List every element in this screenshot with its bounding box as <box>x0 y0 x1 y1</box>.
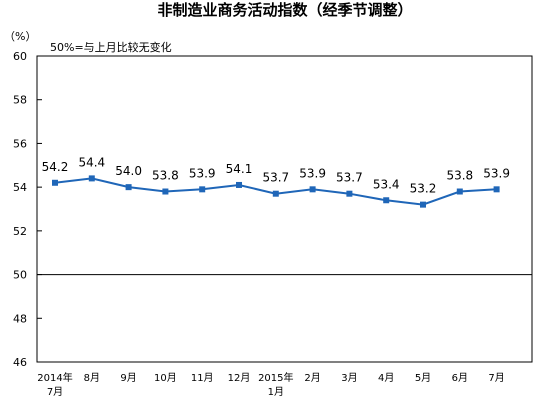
data-point <box>420 201 426 208</box>
data-point <box>199 186 206 193</box>
data-point <box>383 197 390 204</box>
data-point <box>456 188 463 195</box>
chart-title: 非制造业商务活动指数（经季节调整） <box>157 1 412 19</box>
y-tick-label: 52 <box>13 225 27 238</box>
y-tick-label: 54 <box>13 181 27 194</box>
data-label: 54.2 <box>42 160 69 174</box>
y-axis: 46 48 50 52 54 56 58 60 <box>13 50 532 369</box>
data-label: 53.8 <box>446 169 473 183</box>
data-label: 53.2 <box>410 182 437 196</box>
data-label: 53.9 <box>483 166 510 180</box>
data-label: 53.9 <box>299 166 326 180</box>
y-tick-label: 46 <box>13 356 27 369</box>
data-point <box>346 190 353 197</box>
y-tick-label: 50 <box>13 269 27 282</box>
data-point <box>272 190 279 197</box>
plot-area <box>36 55 533 363</box>
x-tick-label: 11月 <box>191 372 214 384</box>
x-tick-label: 2014年 7月 <box>37 371 72 398</box>
data-point <box>493 186 500 193</box>
data-point <box>162 188 169 195</box>
x-tick-label: 12月 <box>228 372 251 384</box>
data-point <box>236 181 242 188</box>
data-label: 53.9 <box>189 166 216 180</box>
data-label: 53.4 <box>373 177 400 191</box>
series-layer: 54.2 54.4 54.0 53.8 53.9 54.1 53.7 53.9 53.7 53.4… <box>42 155 510 208</box>
x-tick-label: 2015年 1月 <box>258 371 293 398</box>
x-tick-label: 5月 <box>415 372 431 384</box>
data-point <box>88 175 95 182</box>
unit-label: （%） <box>4 30 36 43</box>
data-label: 53.8 <box>152 169 179 183</box>
data-point <box>125 184 132 191</box>
data-label: 54.0 <box>115 164 142 178</box>
x-axis: 2014年 7月 8月 9月 10月 11月 12月 2015年 1月 2月 3月 4月 5月 6月 7月 <box>37 371 505 398</box>
x-tick-label: 9月 <box>120 372 136 384</box>
y-tick-label: 60 <box>13 50 27 63</box>
data-label: 54.1 <box>226 162 253 176</box>
x-tick-label: 8月 <box>84 372 100 384</box>
data-label: 53.7 <box>336 171 363 185</box>
data-label: 54.4 <box>78 155 105 169</box>
y-tick-label: 48 <box>13 312 27 325</box>
y-tick-label: 58 <box>13 94 27 107</box>
chart-annotation: 50%=与上月比较无变化 <box>50 40 172 54</box>
x-tick-label: 6月 <box>452 372 468 384</box>
x-tick-label: 4月 <box>378 372 394 384</box>
x-tick-label: 2月 <box>304 372 320 384</box>
x-tick-label: 3月 <box>341 372 357 384</box>
data-point <box>52 179 58 186</box>
y-tick-label: 56 <box>13 137 27 150</box>
x-tick-label: 7月 <box>488 372 504 384</box>
data-label: 53.7 <box>262 171 289 185</box>
x-tick-label: 10月 <box>154 372 177 384</box>
data-point <box>309 186 316 193</box>
